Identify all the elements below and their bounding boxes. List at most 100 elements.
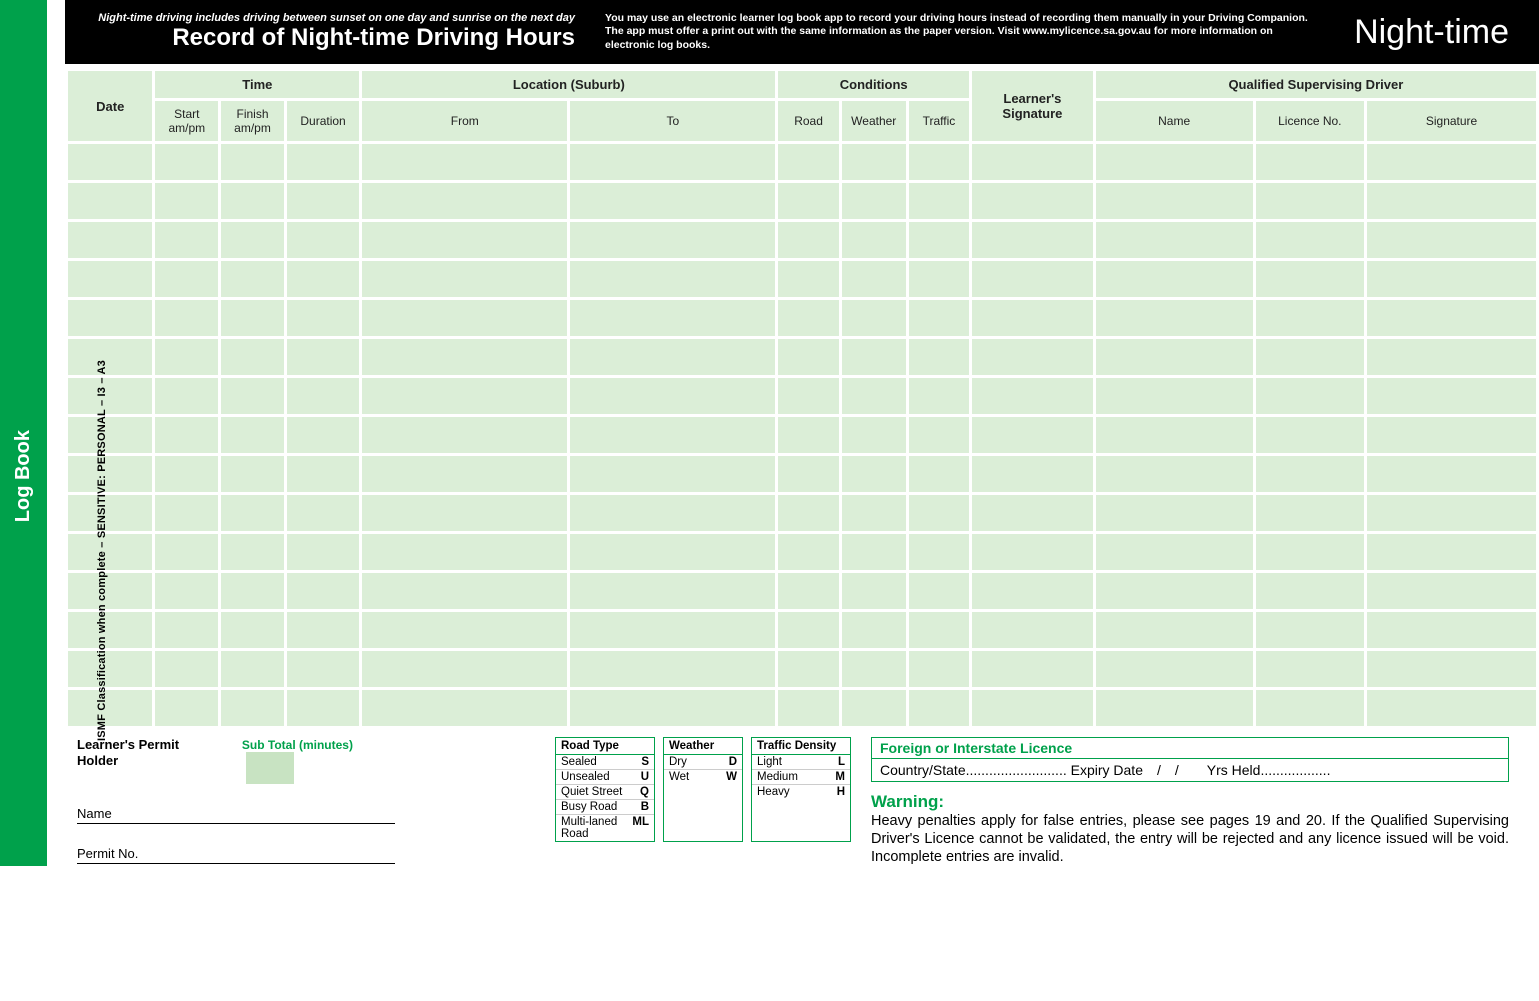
table-cell[interactable] [1256, 651, 1365, 687]
table-cell[interactable] [909, 495, 969, 531]
table-cell[interactable] [909, 417, 969, 453]
table-cell[interactable] [1367, 612, 1536, 648]
table-cell[interactable] [221, 222, 284, 258]
table-cell[interactable] [1367, 456, 1536, 492]
table-cell[interactable] [842, 300, 906, 336]
table-cell[interactable] [909, 183, 969, 219]
table-cell[interactable] [570, 534, 775, 570]
table-cell[interactable] [362, 573, 567, 609]
table-cell[interactable] [1367, 261, 1536, 297]
table-cell[interactable] [972, 183, 1093, 219]
table-cell[interactable] [362, 417, 567, 453]
table-cell[interactable] [155, 339, 218, 375]
table-cell[interactable] [570, 573, 775, 609]
table-cell[interactable] [68, 300, 152, 336]
table-cell[interactable] [842, 378, 906, 414]
table-cell[interactable] [778, 651, 838, 687]
table-cell[interactable] [1096, 690, 1253, 726]
table-cell[interactable] [972, 495, 1093, 531]
table-cell[interactable] [287, 495, 359, 531]
table-cell[interactable] [68, 534, 152, 570]
table-cell[interactable] [778, 339, 838, 375]
table-cell[interactable] [972, 573, 1093, 609]
table-cell[interactable] [909, 261, 969, 297]
table-cell[interactable] [1096, 144, 1253, 180]
table-cell[interactable] [362, 456, 567, 492]
table-cell[interactable] [842, 534, 906, 570]
table-cell[interactable] [778, 378, 838, 414]
table-cell[interactable] [287, 612, 359, 648]
table-cell[interactable] [68, 183, 152, 219]
table-cell[interactable] [362, 300, 567, 336]
table-cell[interactable] [778, 222, 838, 258]
table-cell[interactable] [778, 573, 838, 609]
table-cell[interactable] [287, 183, 359, 219]
table-cell[interactable] [570, 651, 775, 687]
table-cell[interactable] [362, 261, 567, 297]
table-cell[interactable] [972, 300, 1093, 336]
table-cell[interactable] [570, 378, 775, 414]
table-cell[interactable] [68, 573, 152, 609]
table-cell[interactable] [1096, 612, 1253, 648]
table-cell[interactable] [570, 612, 775, 648]
table-cell[interactable] [287, 456, 359, 492]
table-cell[interactable] [778, 144, 838, 180]
table-cell[interactable] [842, 261, 906, 297]
table-cell[interactable] [1256, 300, 1365, 336]
table-cell[interactable] [972, 456, 1093, 492]
table-cell[interactable] [1367, 222, 1536, 258]
table-cell[interactable] [221, 534, 284, 570]
table-cell[interactable] [221, 300, 284, 336]
table-cell[interactable] [68, 144, 152, 180]
table-cell[interactable] [778, 534, 838, 570]
table-cell[interactable] [1256, 456, 1365, 492]
name-line[interactable]: Name [77, 806, 395, 824]
table-cell[interactable] [570, 144, 775, 180]
table-cell[interactable] [68, 690, 152, 726]
table-cell[interactable] [570, 495, 775, 531]
table-cell[interactable] [362, 690, 567, 726]
table-cell[interactable] [842, 417, 906, 453]
table-cell[interactable] [221, 261, 284, 297]
table-cell[interactable] [1096, 456, 1253, 492]
table-cell[interactable] [570, 690, 775, 726]
table-cell[interactable] [1367, 300, 1536, 336]
table-cell[interactable] [155, 651, 218, 687]
table-cell[interactable] [842, 612, 906, 648]
table-cell[interactable] [155, 378, 218, 414]
table-cell[interactable] [68, 417, 152, 453]
table-cell[interactable] [287, 378, 359, 414]
table-cell[interactable] [778, 456, 838, 492]
table-cell[interactable] [1256, 183, 1365, 219]
table-cell[interactable] [1096, 222, 1253, 258]
table-cell[interactable] [1096, 339, 1253, 375]
table-cell[interactable] [362, 651, 567, 687]
table-cell[interactable] [362, 144, 567, 180]
table-cell[interactable] [155, 690, 218, 726]
table-cell[interactable] [778, 690, 838, 726]
table-cell[interactable] [1256, 495, 1365, 531]
table-cell[interactable] [362, 534, 567, 570]
subtotal-box[interactable] [246, 752, 294, 784]
table-cell[interactable] [287, 690, 359, 726]
table-cell[interactable] [778, 495, 838, 531]
table-cell[interactable] [1096, 534, 1253, 570]
table-cell[interactable] [221, 573, 284, 609]
table-cell[interactable] [1096, 300, 1253, 336]
table-cell[interactable] [972, 339, 1093, 375]
table-cell[interactable] [221, 690, 284, 726]
foreign-body[interactable]: Country/State.......................... … [872, 759, 1508, 781]
table-cell[interactable] [362, 183, 567, 219]
table-cell[interactable] [1256, 573, 1365, 609]
table-cell[interactable] [287, 222, 359, 258]
table-cell[interactable] [1367, 417, 1536, 453]
table-cell[interactable] [1096, 573, 1253, 609]
table-cell[interactable] [155, 456, 218, 492]
table-cell[interactable] [1256, 417, 1365, 453]
table-cell[interactable] [842, 222, 906, 258]
table-cell[interactable] [1096, 495, 1253, 531]
table-cell[interactable] [1367, 144, 1536, 180]
table-cell[interactable] [1096, 261, 1253, 297]
table-cell[interactable] [155, 222, 218, 258]
table-cell[interactable] [287, 573, 359, 609]
